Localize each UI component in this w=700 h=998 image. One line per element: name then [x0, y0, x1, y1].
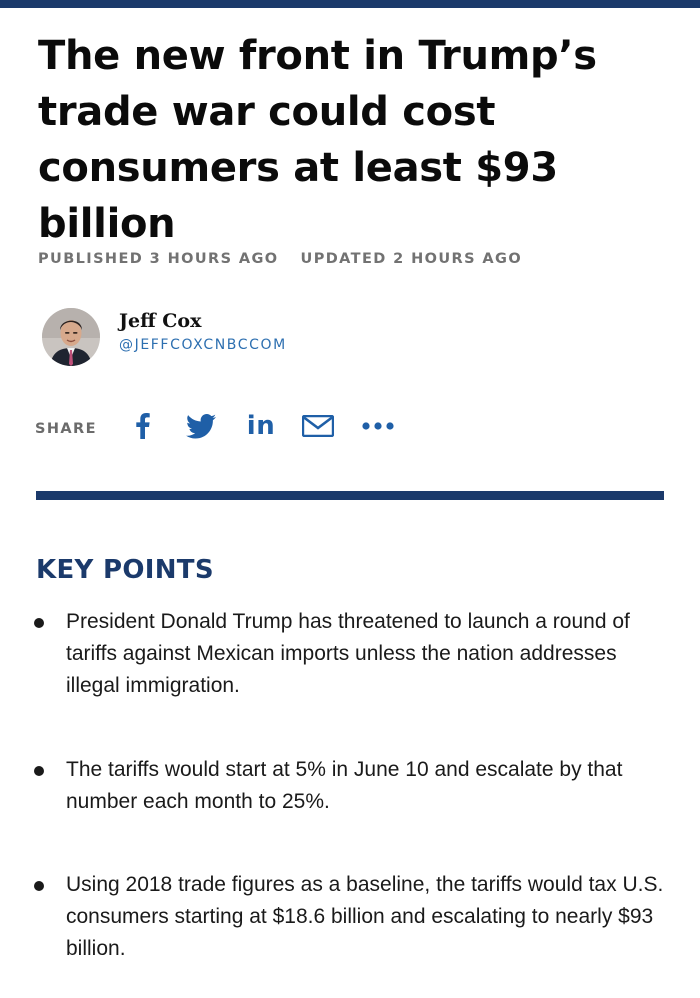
author-handle[interactable]: @JEFFCOXCNBCCOM: [119, 337, 287, 353]
key-points-heading: KEY POINTS: [36, 555, 214, 585]
top-accent-bar: [0, 0, 700, 8]
key-point-text: President Donald Trump has threatened to…: [66, 610, 630, 697]
bullet-icon: [34, 881, 44, 891]
share-bar: SHARE in: [35, 408, 435, 444]
article-headline: The new front in Trump’s trade war could…: [38, 33, 597, 247]
key-point-text: The tariffs would start at 5% in June 10…: [66, 758, 623, 813]
twitter-share-button[interactable]: [185, 408, 217, 444]
linkedin-share-button[interactable]: in: [244, 408, 278, 444]
article-timestamps: PUBLISHED 3 HOURS AGO UPDATED 2 HOURS AGO: [38, 251, 522, 267]
updated-time: UPDATED 2 HOURS AGO: [300, 251, 523, 267]
author-byline: Jeff Cox @JEFFCOXCNBCCOM: [42, 308, 442, 370]
facebook-share-button[interactable]: [133, 408, 153, 444]
author-avatar[interactable]: [42, 308, 100, 366]
bullet-icon: [34, 766, 44, 776]
author-name[interactable]: Jeff Cox: [119, 310, 202, 332]
author-photo-icon: [42, 308, 100, 366]
share-label: SHARE: [35, 421, 97, 437]
facebook-icon: [136, 413, 150, 439]
linkedin-icon: in: [246, 411, 276, 441]
twitter-icon: [186, 413, 216, 438]
more-icon: [362, 422, 394, 430]
more-share-options-button[interactable]: [361, 408, 395, 444]
bullet-icon: [34, 618, 44, 628]
email-share-button[interactable]: [301, 408, 335, 444]
email-icon: [302, 415, 334, 437]
key-point-text: Using 2018 trade figures as a baseline, …: [66, 873, 664, 960]
section-divider: [36, 491, 664, 500]
published-time: PUBLISHED 3 HOURS AGO: [38, 251, 279, 267]
